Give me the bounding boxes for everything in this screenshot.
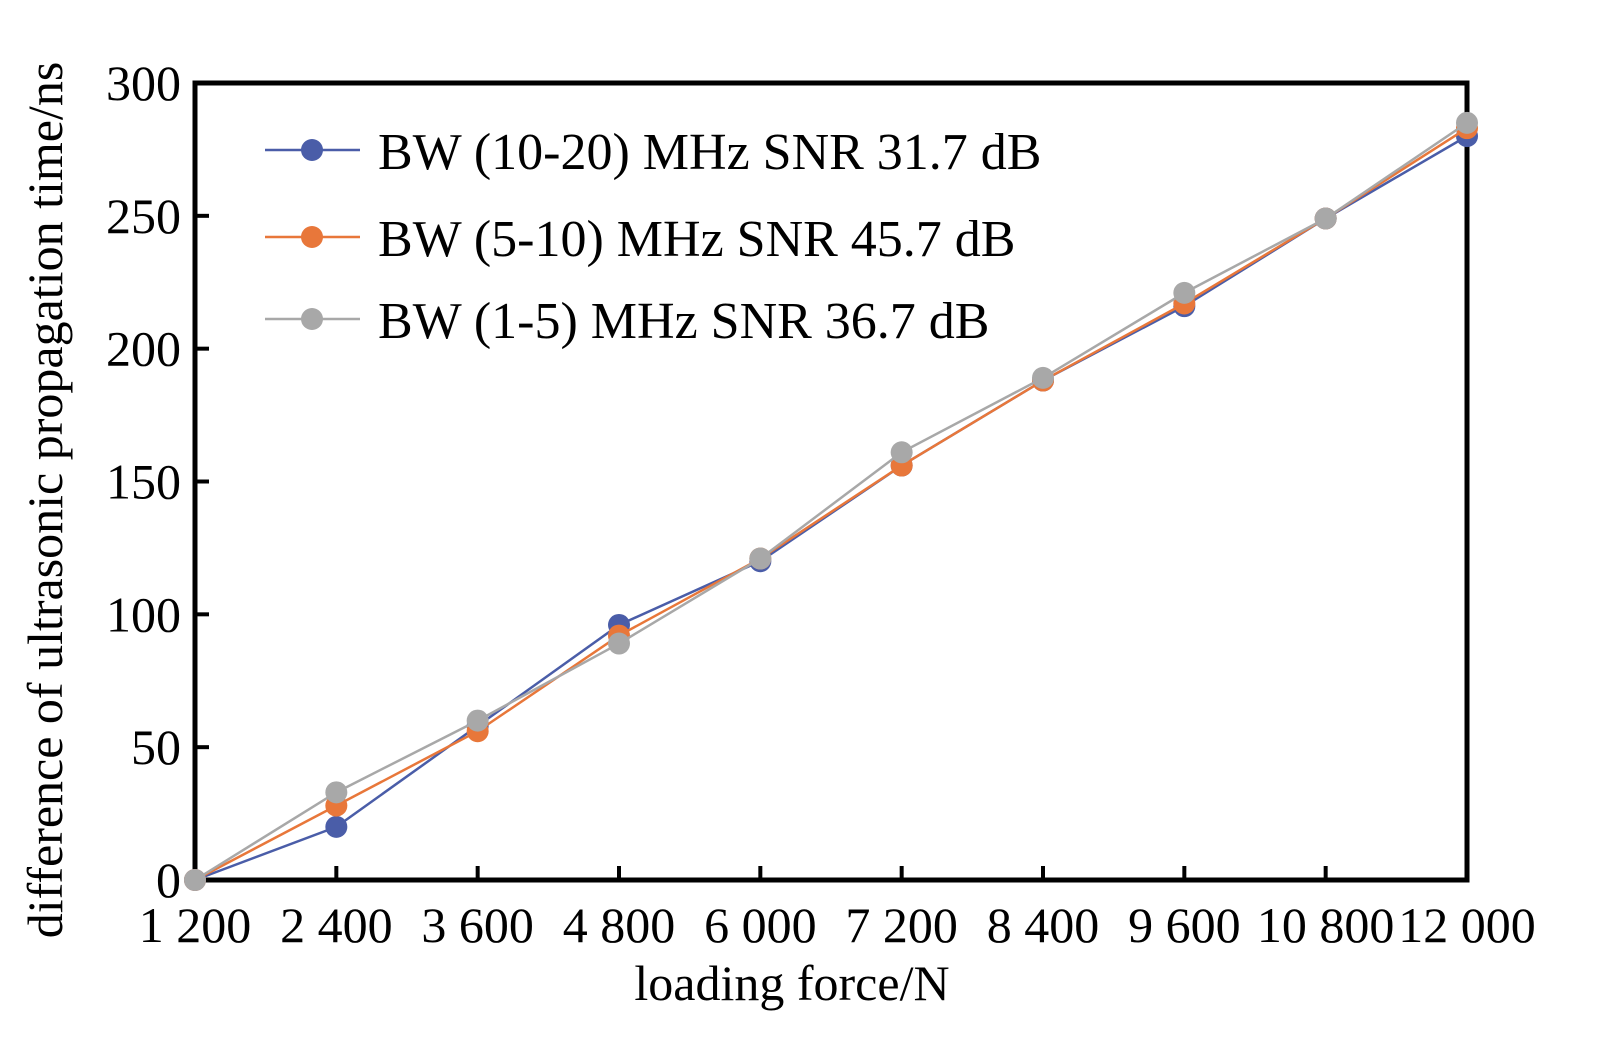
legend-item: BW (10-20) MHz SNR 31.7 dB bbox=[265, 124, 1041, 181]
x-tick-label: 9 600 bbox=[1128, 897, 1241, 953]
y-axis-title: difference of ultrasonic propagation tim… bbox=[17, 62, 73, 939]
y-tick-label: 0 bbox=[156, 852, 181, 908]
legend-label: BW (1-5) MHz SNR 36.7 dB bbox=[378, 293, 989, 350]
data-point bbox=[466, 709, 489, 732]
legend-item: BW (1-5) MHz SNR 36.7 dB bbox=[265, 293, 989, 350]
y-tick-label: 150 bbox=[106, 454, 181, 510]
legend-marker bbox=[301, 308, 323, 330]
series-line bbox=[194, 127, 1468, 882]
data-point bbox=[749, 547, 772, 570]
x-tick-label: 10 800 bbox=[1257, 897, 1395, 953]
y-tick-label: 300 bbox=[106, 55, 181, 111]
data-point bbox=[1032, 366, 1054, 389]
data-point bbox=[325, 781, 348, 804]
series-layer bbox=[184, 111, 1478, 891]
data-point bbox=[1173, 281, 1196, 304]
data-point bbox=[184, 869, 206, 891]
y-tick-label: 100 bbox=[106, 586, 181, 642]
data-point bbox=[1314, 207, 1337, 230]
ticks-layer: 0 50 100 150 200 250 300 1 200 2 400 3 600 4 800 6 … bbox=[106, 55, 1536, 953]
data-point bbox=[608, 632, 630, 655]
data-point bbox=[325, 815, 348, 838]
series-line bbox=[194, 121, 1468, 882]
x-tick-label: 12 000 bbox=[1398, 897, 1536, 953]
y-tick-label: 50 bbox=[131, 719, 181, 775]
legend-label: BW (5-10) MHz SNR 45.7 dB bbox=[378, 211, 1015, 268]
x-tick-label: 8 400 bbox=[987, 897, 1100, 953]
x-axis-title: loading force/N bbox=[634, 955, 949, 1011]
legend-marker bbox=[301, 226, 323, 248]
series-3 bbox=[184, 111, 1478, 891]
data-point bbox=[1456, 111, 1478, 134]
x-tick-label: 3 600 bbox=[421, 897, 534, 953]
plot-frame bbox=[192, 80, 1470, 883]
legend-marker bbox=[301, 139, 323, 161]
legend-item: BW (5-10) MHz SNR 45.7 dB bbox=[265, 211, 1015, 268]
data-point bbox=[890, 441, 913, 464]
x-tick-label: 7 200 bbox=[845, 897, 958, 953]
legend-label: BW (10-20) MHz SNR 31.7 dB bbox=[378, 124, 1041, 181]
y-tick-label: 200 bbox=[106, 321, 181, 377]
x-tick-label: 4 800 bbox=[563, 897, 676, 953]
x-tick-label: 1 200 bbox=[139, 897, 252, 953]
x-tick-label: 6 000 bbox=[704, 897, 817, 953]
y-tick-label: 250 bbox=[106, 188, 181, 244]
x-tick-label: 2 400 bbox=[280, 897, 393, 953]
legend: BW (10-20) MHz SNR 31.7 dB BW (5-10) MHz … bbox=[265, 124, 1041, 350]
